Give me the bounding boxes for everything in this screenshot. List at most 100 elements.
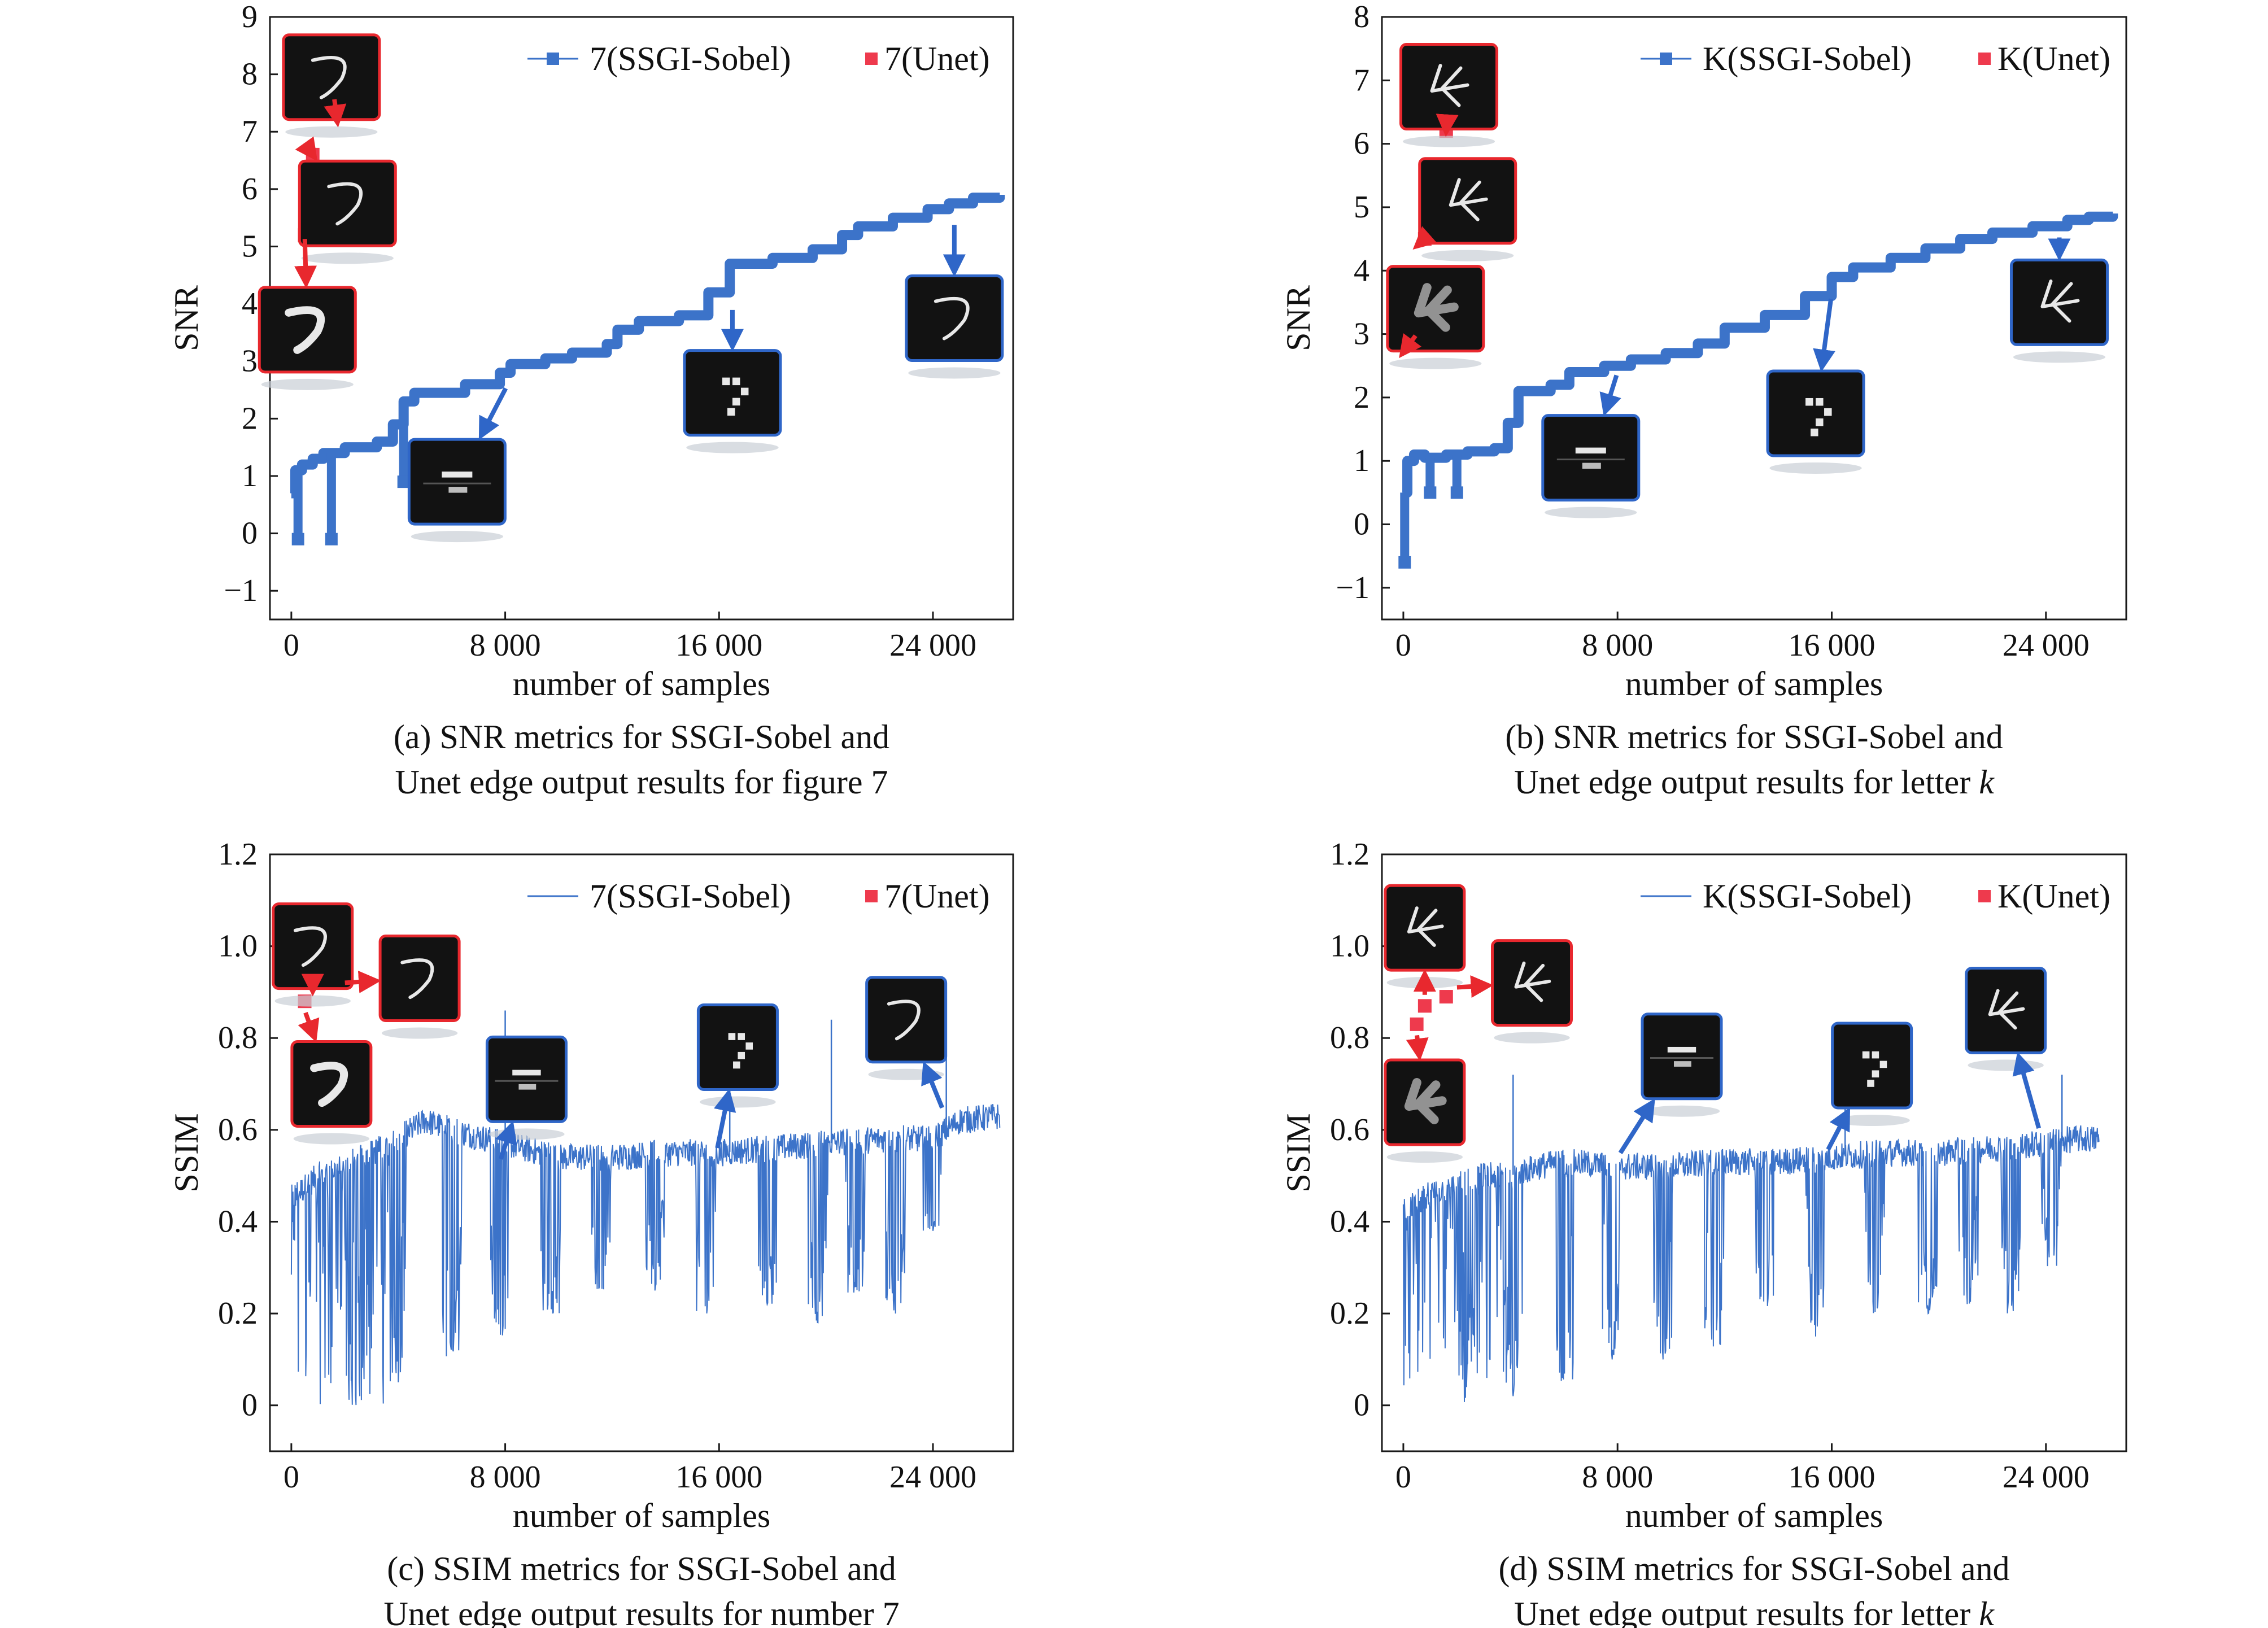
panel-a-thumbnail-reflection (301, 252, 394, 264)
panel-a-thumbnail-reflection (908, 367, 1001, 379)
panel-c-thumbnail-glyph-stroke (400, 958, 434, 1000)
panel-b-caption-line2-italic: k (1979, 763, 1995, 801)
panel-d-arrow (1826, 1107, 1851, 1151)
panel-c-thumbnail-reflection (489, 1128, 565, 1140)
panel-d-thumbnail-reflection (1968, 1059, 2044, 1071)
panel-b-thumbnail-glyph-stroke (1414, 283, 1459, 332)
panel-d-arrow (1456, 975, 1494, 998)
panel-d-frame (1381, 853, 2127, 1452)
panel-c-thumbnail (485, 1035, 568, 1140)
panel-c-xtick-label: 16 000 (675, 1460, 762, 1495)
panel-a-thumbnail-glyph-stroke (327, 182, 363, 226)
panel-d-thumbnail-glyph-bar (1673, 1061, 1691, 1067)
panel-b-thumbnail-glyph-bar (1582, 462, 1601, 469)
panel-c-caption-line1: (c) SSIM metrics for SSGI-Sobel and (387, 1550, 896, 1587)
panel-a-thumbnail-reflection (285, 126, 378, 138)
panel-d-thumbnail (1490, 939, 1573, 1044)
panel-d-thumbnail-glyph-bar (1667, 1046, 1696, 1053)
panel-a-thumbnail-frame (298, 159, 397, 247)
panel-a-thumbnail (282, 33, 381, 138)
panel-b: 0 8 000 16 000 24 000 −1 0 1 2 3 4 5 6 7 8 number of s… (1280, 0, 2127, 801)
panel-d-ylabel: SSIM (1280, 1113, 1317, 1192)
panel-d-thumbnail (1384, 884, 1466, 989)
panel-c-thumbnail-frame (290, 1040, 373, 1128)
panel-c-thumbnail-glyph-block (733, 1061, 740, 1069)
panel-c-thumbnail (696, 1003, 779, 1108)
panel-d-thumbnail-reflection (1834, 1115, 1910, 1127)
panel-b-thumbnail-glyph-stroke (1449, 178, 1488, 221)
panel-b-ytick-label: 0 (1354, 507, 1369, 542)
panel-d-thumbnail-glyph-stroke (1988, 989, 2025, 1030)
panel-d-ytick-label: 1.2 (1330, 837, 1369, 872)
panel-b-thumbnail-glyph-stroke (2040, 279, 2080, 323)
panel-b-legend-unet-marker (1978, 53, 1991, 65)
panel-d-legend: K(SSGI-Sobel) K(Unet) (1641, 878, 2110, 915)
panel-d-ytick-label: 0 (1354, 1388, 1369, 1423)
panel-b-arrow (1599, 374, 1621, 417)
panel-b-series-sobel-marker (1424, 486, 1437, 499)
panel-d-thumbnail-glyph-stroke (1407, 906, 1444, 947)
panel-b-ytick-label: 7 (1354, 63, 1369, 98)
panel-b-ytick-label: 8 (1354, 0, 1369, 34)
panel-b-thumbnail-glyph-block (1811, 428, 1818, 437)
panel-b-ytick-label: 3 (1354, 317, 1369, 352)
panel-c-thumbnail-frame (865, 976, 948, 1064)
panel-c-ytick-label: 0.2 (218, 1296, 258, 1331)
panel-b-thumbnail (1418, 157, 1517, 261)
panel-d-ytick-label: 0.6 (1330, 1112, 1369, 1147)
panel-d-thumbnail (1965, 966, 2047, 1071)
panel-c-xtick-label: 0 (284, 1460, 299, 1495)
panel-a-thumbnail (407, 438, 507, 543)
panel-a-series-sobel (290, 193, 1005, 499)
panel-a-ytick-label: 4 (242, 286, 258, 321)
panel-b-thumbnail-glyph-block (1816, 398, 1824, 406)
panel-d-arrow (1618, 1098, 1655, 1154)
panel-a-caption-line1: (a) SNR metrics for SSGI-Sobel and (394, 718, 889, 756)
panel-d-thumbnail-glyph-block (1872, 1051, 1879, 1059)
panel-c-caption-line2: Unet edge output results for number 7 (383, 1595, 899, 1628)
panel-d-series-sobel (1402, 1125, 2100, 1402)
panel-b-legend: K(SSGI-Sobel) K(Unet) (1641, 40, 2110, 77)
panel-a-thumbnail-frame (282, 33, 381, 121)
panel-b-xlabel: number of samples (1625, 665, 1883, 702)
panel-d-thumbnail-frame (1831, 1022, 1913, 1110)
panel-c-legend: 7(SSGI-Sobel) 7(Unet) (527, 878, 990, 915)
panel-b-arrow (1412, 226, 1437, 250)
panel-a-arrow (295, 136, 318, 162)
panel-c-thumbnail-glyph-block (738, 1051, 745, 1059)
panel-a-thumbnail (905, 274, 1004, 379)
panel-d-caption-line1: (d) SSIM metrics for SSGI-Sobel and (1499, 1550, 2010, 1587)
panel-b-arrow (1813, 298, 1835, 372)
panel-b-legend-sobel-marker (1660, 53, 1672, 65)
panel-a-legend: 7(SSGI-Sobel) 7(Unet) (527, 40, 990, 77)
panel-c-xlabel: number of samples (513, 1497, 771, 1534)
panel-b-series-sobel-marker (1398, 556, 1411, 569)
panel-b-thumbnail-glyph-block (1805, 398, 1813, 406)
panel-a-ytick-label: 5 (242, 229, 258, 264)
panel-d-xlabel: number of samples (1625, 1497, 1883, 1534)
panel-a-legend-unet-marker (865, 53, 878, 65)
panel-d-thumbnail (1641, 1012, 1723, 1117)
panel-b-series-sobel (1402, 211, 2118, 498)
panel-a-arrow (324, 99, 347, 128)
panel-b-legend-unet-label: K(Unet) (1997, 40, 2110, 77)
panel-a-ytick-label: 8 (242, 57, 258, 92)
panel-a-ytick-label: 9 (242, 0, 258, 34)
panel-c-thumbnail-glyph-block (745, 1042, 753, 1050)
panel-b-thumbnail-reflection (2013, 351, 2106, 363)
panel-a-thumbnail-reflection (261, 378, 354, 390)
panel-d-arrow (1406, 1035, 1429, 1062)
panel-c-thumbnail-glyph-stroke (887, 1000, 921, 1041)
panel-c-thumbnail (272, 902, 354, 1007)
panel-c-frame (269, 853, 1014, 1452)
panel-d-thumbnail-glyph-block (1872, 1070, 1879, 1078)
panel-c-series-sobel (290, 1104, 1001, 1406)
panel-d-ytick-label: 0.2 (1330, 1296, 1369, 1331)
panel-c-thumbnail-frame (696, 1003, 779, 1091)
panel-a-thumbnail-glyph-block (722, 377, 730, 386)
panel-d-thumbnail-glyph-block (1862, 1051, 1870, 1059)
panel-d-thumbnail-reflection (1494, 1032, 1570, 1044)
panel-d-series-unet-marker (1410, 1017, 1424, 1031)
panel-c-thumbnail-reflection (381, 1027, 458, 1039)
